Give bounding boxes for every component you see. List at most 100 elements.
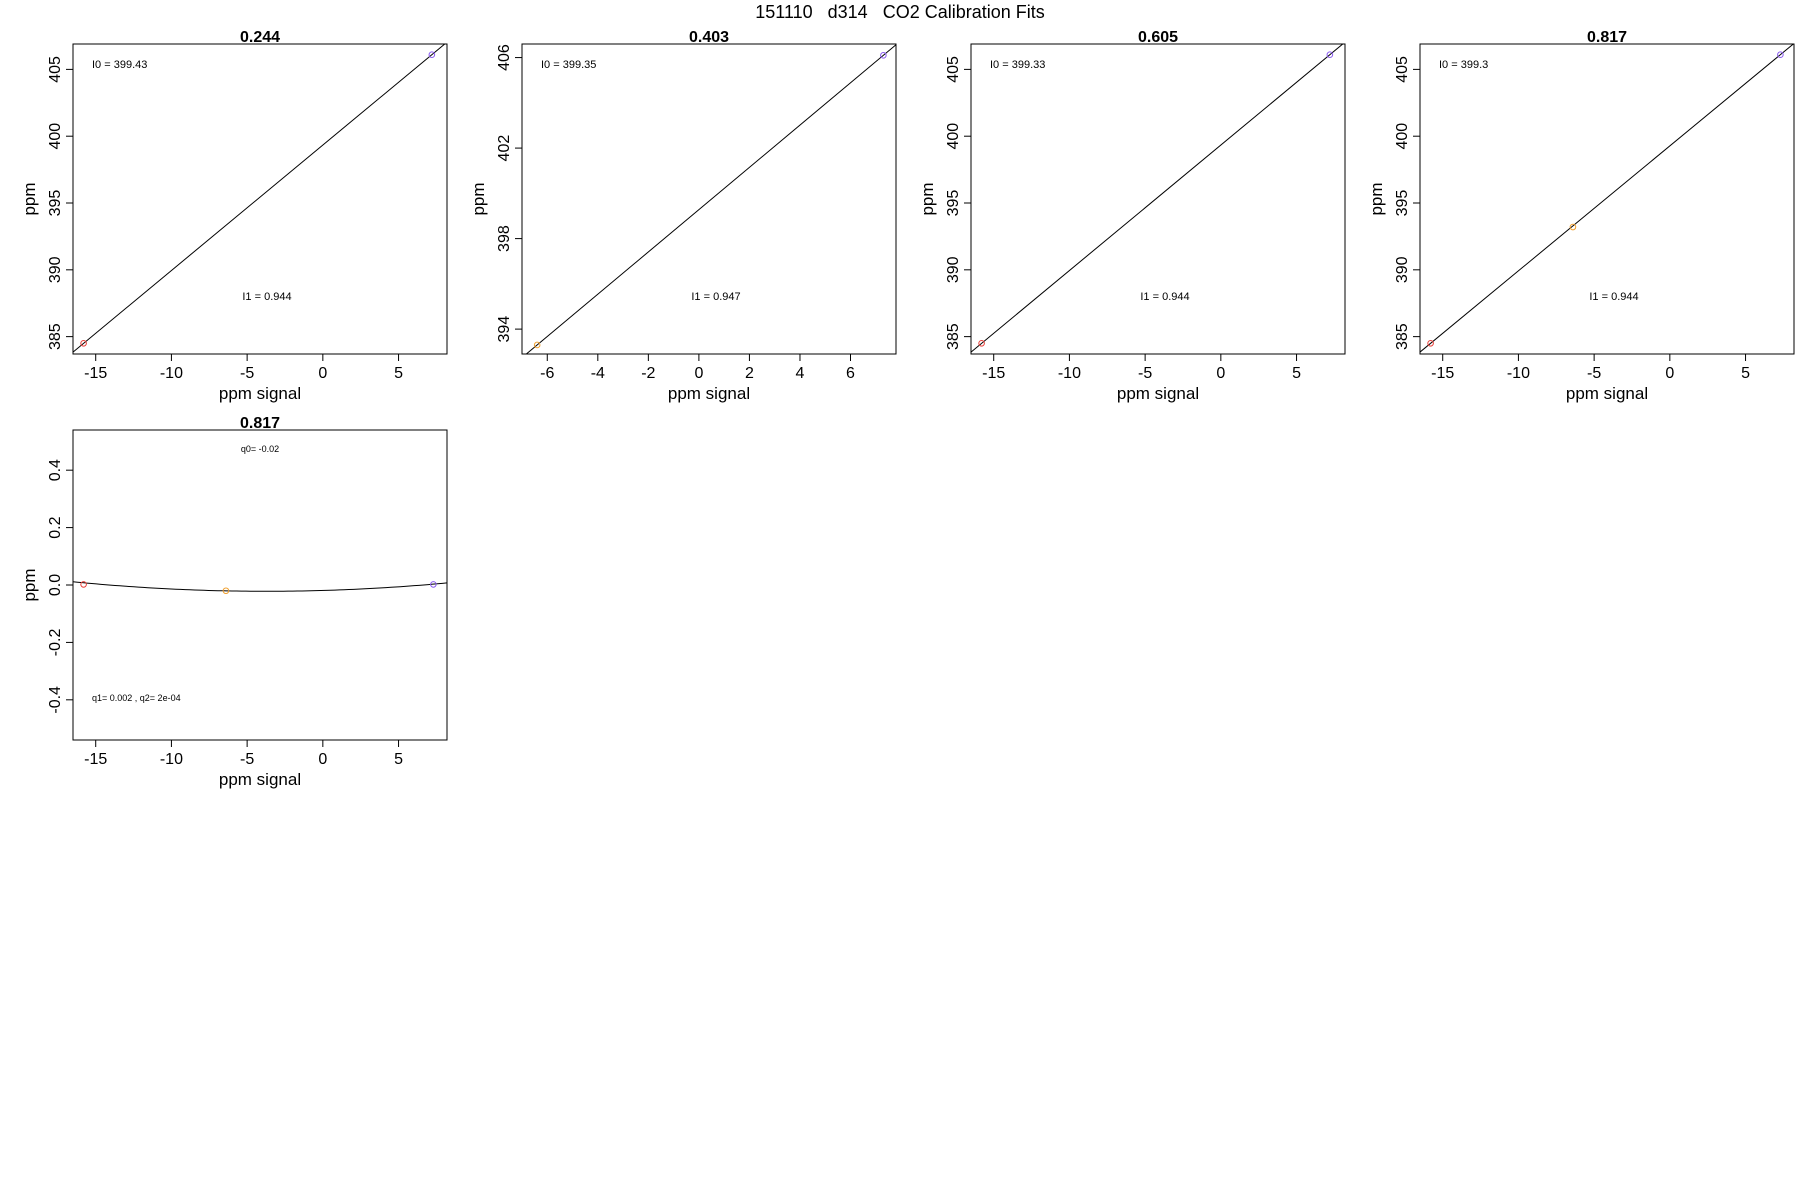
- chart-panel-2: -6 -4 -2 0 2 4 6 394 398 402 406 0.403 ppm signal ppm…: [469, 29, 897, 403]
- chart-panel-5: -15 -10 -5 0 5 -0.4 -0.2 0.0 0.2 0.4 0.817 ppm sign…: [20, 415, 448, 789]
- data-point: [80, 340, 87, 347]
- data-point: [222, 587, 230, 595]
- fit-slope-annotation: I1 = 0.944: [1140, 291, 1189, 303]
- x-axis-label: ppm signal: [219, 770, 301, 789]
- y-tick-label: 390: [47, 256, 64, 283]
- y-axis-label: ppm: [1367, 182, 1386, 215]
- data-point: [1569, 223, 1577, 231]
- data-point: [80, 581, 87, 588]
- y-tick-label: 400: [945, 123, 962, 150]
- x-tick-label: -15: [982, 365, 1005, 382]
- y-tick-label: 390: [1394, 256, 1411, 283]
- x-axis-label: ppm signal: [1117, 384, 1199, 403]
- y-tick-label: -0.4: [47, 686, 64, 714]
- fit-slope-annotation: I1 = 0.947: [691, 291, 740, 303]
- chart-panel-4: -15 -10 -5 0 5 385 390 395 400 405 0.817 ppm signal…: [1367, 29, 1795, 403]
- panel-title: 0.403: [689, 29, 729, 46]
- fit-intercept-annotation: I0 = 399.43: [92, 59, 147, 71]
- y-tick-label: 405: [47, 56, 64, 83]
- x-tick-label: -5: [240, 751, 254, 768]
- data-point: [533, 341, 541, 349]
- plot-frame: [72, 43, 448, 355]
- x-tick-label: -15: [84, 365, 107, 382]
- y-tick-label: 405: [1394, 56, 1411, 83]
- x-tick-label: 5: [394, 365, 403, 382]
- y-tick-label: 395: [1394, 190, 1411, 217]
- data-point: [978, 340, 985, 347]
- chart-panel-3: -15 -10 -5 0 5 385 390 395 400 405 0.605 ppm signal…: [918, 29, 1346, 403]
- x-tick-label: -4: [591, 365, 605, 382]
- page-title: 151110 d314 CO2 Calibration Fits: [755, 2, 1045, 22]
- data-point: [1326, 51, 1334, 58]
- y-tick-label: 400: [47, 123, 64, 150]
- plot-frame: [970, 43, 1346, 355]
- panel-title: 0.605: [1138, 29, 1178, 46]
- plot-frame: [521, 43, 897, 355]
- chart-panel-1: -15 -10 -5 0 5 385 390 395 400 405 0.244 ppm signal…: [20, 29, 448, 403]
- x-tick-label: 0: [318, 365, 327, 382]
- x-tick-label: 0: [318, 751, 327, 768]
- panel-title: 0.817: [240, 415, 280, 432]
- y-tick-label: 398: [496, 225, 513, 252]
- x-tick-label: -5: [1587, 365, 1601, 382]
- x-tick-label: 0: [694, 365, 703, 382]
- x-tick-label: -2: [641, 365, 655, 382]
- data-point: [880, 52, 887, 59]
- fit-q0-annotation: q0= -0.02: [241, 444, 279, 454]
- y-tick-label: 400: [1394, 123, 1411, 150]
- y-tick-label: 385: [1394, 323, 1411, 350]
- x-tick-label: 6: [846, 365, 855, 382]
- x-tick-label: 0: [1665, 365, 1674, 382]
- y-tick-label: 394: [496, 316, 513, 343]
- y-tick-label: 395: [945, 190, 962, 217]
- y-tick-label: -0.2: [47, 629, 64, 657]
- fit-intercept-annotation: I0 = 399.33: [990, 59, 1045, 71]
- x-axis-label: ppm signal: [668, 384, 750, 403]
- plot-frame: [1419, 43, 1795, 355]
- y-tick-label: 405: [945, 56, 962, 83]
- y-tick-label: 402: [496, 135, 513, 162]
- fit-line: [525, 44, 896, 354]
- x-tick-label: -5: [240, 365, 254, 382]
- y-tick-label: 395: [47, 190, 64, 217]
- panel-title: 0.817: [1587, 29, 1627, 46]
- x-tick-label: -10: [1058, 365, 1081, 382]
- fit-slope-annotation: I1 = 0.944: [1589, 291, 1638, 303]
- x-tick-label: -10: [160, 751, 183, 768]
- x-tick-label: -10: [160, 365, 183, 382]
- y-tick-label: 0.4: [47, 459, 64, 481]
- data-point: [1427, 340, 1434, 347]
- x-tick-label: 5: [1741, 365, 1750, 382]
- x-axis-label: ppm signal: [1566, 384, 1648, 403]
- x-tick-label: 5: [394, 751, 403, 768]
- x-tick-label: -10: [1507, 365, 1530, 382]
- x-tick-label: -6: [540, 365, 554, 382]
- x-tick-label: 0: [1216, 365, 1225, 382]
- fit-slope-annotation: I1 = 0.944: [242, 291, 291, 303]
- panel-title: 0.244: [240, 29, 280, 46]
- x-tick-label: 4: [796, 365, 805, 382]
- y-tick-label: 385: [47, 323, 64, 350]
- fit-intercept-annotation: I0 = 399.3: [1439, 59, 1488, 71]
- x-tick-label: 5: [1292, 365, 1301, 382]
- x-tick-label: 2: [745, 365, 754, 382]
- y-tick-label: 406: [496, 44, 513, 71]
- y-axis-label: ppm: [918, 182, 937, 215]
- data-point: [428, 51, 436, 58]
- fit-q1-q2-annotation: q1= 0.002 , q2= 2e-04: [92, 693, 181, 703]
- y-axis-label: ppm: [20, 182, 39, 215]
- y-tick-label: 0.0: [47, 574, 64, 596]
- data-point: [1777, 51, 1784, 58]
- x-axis-label: ppm signal: [219, 384, 301, 403]
- fit-line: [1420, 44, 1794, 353]
- fit-line: [971, 44, 1344, 353]
- y-tick-label: 390: [945, 256, 962, 283]
- y-axis-label: ppm: [20, 568, 39, 601]
- y-axis-label: ppm: [469, 182, 488, 215]
- x-tick-label: -15: [84, 751, 107, 768]
- x-tick-label: -15: [1431, 365, 1454, 382]
- x-tick-label: -5: [1138, 365, 1152, 382]
- fit-line: [73, 581, 447, 592]
- y-tick-label: 385: [945, 323, 962, 350]
